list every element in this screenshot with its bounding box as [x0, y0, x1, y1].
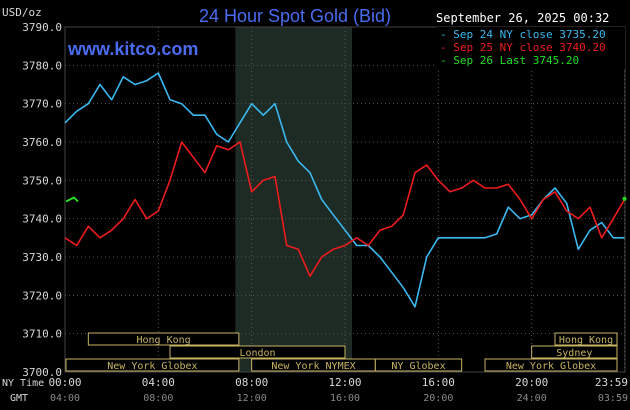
- x-tick-ny: 20:00: [515, 376, 548, 389]
- series-point-2: [622, 196, 627, 201]
- session-box: [87, 332, 240, 346]
- legend: - Sep 24 NY close 3735.20- Sep 25 NY clo…: [436, 27, 625, 69]
- x-tick-gmt: 16:00: [330, 393, 360, 404]
- x-tick-ny: 00:00: [48, 376, 81, 389]
- gmt-row-label: GMT: [10, 393, 28, 404]
- session-label: Sydney: [556, 348, 592, 359]
- y-tick-label: 3710.0: [22, 328, 62, 341]
- x-tick-ny: 12:00: [328, 376, 361, 389]
- x-tick-gmt: 12:00: [237, 393, 267, 404]
- x-tick-ny: 04:00: [142, 376, 175, 389]
- legend-item: - Sep 26 Last 3745.20: [440, 54, 579, 67]
- x-tick-gmt: 24:00: [517, 393, 547, 404]
- series-layer: [64, 72, 627, 308]
- start-marker: [65, 196, 79, 203]
- x-tick-ny: 23:59: [595, 376, 628, 389]
- session-label: New York Globex: [107, 361, 197, 372]
- y-axis-unit-label: USD/oz: [2, 6, 42, 19]
- series-line-1: [64, 141, 626, 278]
- y-axis-ticks: 3790.0 3780.0 3770.0 3760.0 3750.0 3740.0 3730…: [22, 21, 62, 379]
- y-tick-label: 3700.0: [22, 366, 62, 379]
- y-tick-label: 3760.0: [22, 136, 62, 149]
- y-tick-label: 3730.0: [22, 251, 62, 264]
- chart-datetime: September 26, 2025 00:32: [436, 11, 609, 25]
- x-tick-gmt: 03:59: [598, 393, 628, 404]
- y-tick-label: 3780.0: [22, 59, 62, 72]
- x-tick-ny: 08:00: [235, 376, 268, 389]
- legend-box: [436, 27, 625, 69]
- series-line-0: [64, 72, 625, 308]
- session-label: Hong Kong: [559, 335, 613, 346]
- session-box: [169, 345, 346, 359]
- session-box: [531, 345, 618, 359]
- shaded-region: [235, 27, 352, 372]
- session-box: [484, 358, 618, 372]
- session-box: [65, 358, 240, 372]
- session-label: New York Globex: [506, 361, 596, 372]
- y-tick-label: 3720.0: [22, 289, 62, 302]
- legend-item: - Sep 24 NY close 3735.20: [440, 28, 606, 41]
- watermark-url: www.kitco.com: [67, 39, 198, 59]
- y-tick-label: 3790.0: [22, 21, 62, 34]
- session-label: London: [239, 348, 275, 359]
- ny-time-row-label: NY Time: [2, 378, 44, 389]
- market-sessions: Hong Kong Hong Kong London Sydney New York G…: [65, 332, 618, 372]
- chart-title: 24 Hour Spot Gold (Bid): [199, 6, 391, 26]
- session-box: [374, 358, 463, 372]
- session-label: Hong Kong: [136, 335, 190, 346]
- y-tick-label: 3750.0: [22, 174, 62, 187]
- x-tick-gmt: 08:00: [143, 393, 173, 404]
- legend-item: - Sep 25 NY close 3740.20: [440, 41, 606, 54]
- y-tick-label: 3740.0: [22, 213, 62, 226]
- y-tick-label: 3770.0: [22, 98, 62, 111]
- x-axis-ticks: 00:00 04:00 04:00 08:00 08:00 12:00 12:00 16:00…: [48, 376, 628, 404]
- session-label: New York NYMEX: [271, 361, 355, 372]
- x-tick-gmt: 20:00: [423, 393, 453, 404]
- session-label: NY Globex: [391, 361, 445, 372]
- x-tick-ny: 16:00: [422, 376, 455, 389]
- session-box: [554, 332, 618, 346]
- x-tick-gmt: 04:00: [50, 393, 80, 404]
